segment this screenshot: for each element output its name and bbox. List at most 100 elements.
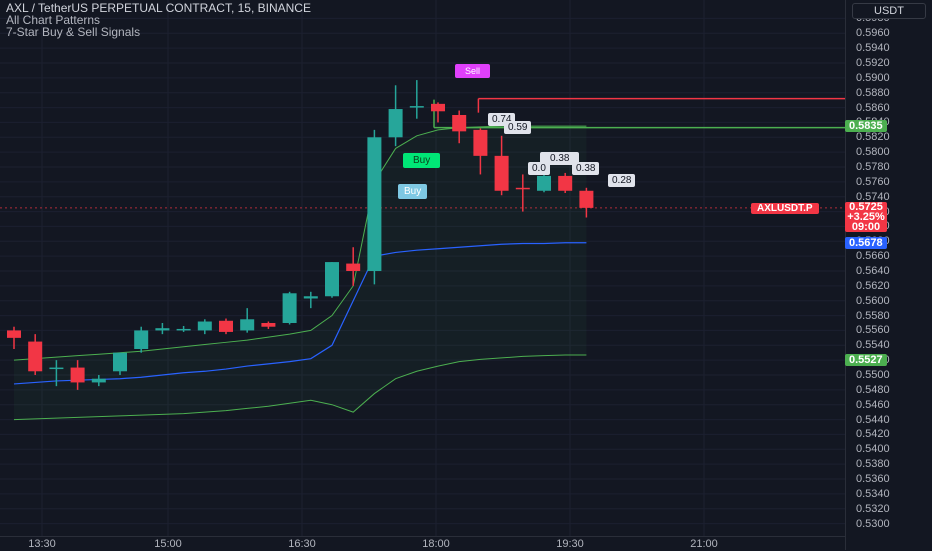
candle [155,323,170,335]
price-tick-label: 0.5400 [856,443,890,456]
candle [325,262,339,298]
candle-body [452,115,467,132]
time-tick-label: 21:00 [690,538,718,550]
time-tick-label: 19:30 [556,538,584,550]
candle [303,291,318,309]
candle-body [473,129,488,156]
candle [91,375,106,387]
candle [409,80,424,119]
time-axis[interactable]: 13:30 15:00 16:30 18:00 19:30 21:00 [0,536,845,551]
band-fill [14,126,587,420]
candle [558,172,573,193]
candle-body [409,106,424,108]
buy-signal-tag-2[interactable]: Buy [398,184,428,199]
candle-body [197,321,212,331]
indicator-all-chart-patterns[interactable]: All Chart Patterns [6,13,101,27]
currency-button[interactable]: USDT [852,3,926,19]
candle [7,326,21,349]
lower-band-line [13,354,587,421]
price-chart[interactable] [0,0,845,536]
band-lines [13,125,587,421]
price-tick-label: 0.5740 [856,190,890,203]
candle [261,321,276,329]
price-tick-label: 0.5440 [856,413,890,426]
candle [134,326,149,353]
lower-band-price-label: 0.5527 [845,354,887,366]
price-tick-label: 0.5500 [856,369,890,381]
candles [7,80,594,390]
price-tick-label: 0.5340 [856,487,890,500]
pattern-label-2: 0.59 [504,121,532,134]
price-tick-label: 0.5320 [856,502,890,515]
time-tick-label: 16:30 [288,538,316,550]
candle [197,319,212,335]
candle-body [579,190,594,208]
candle [28,334,43,375]
candle [346,247,361,286]
pattern-label-5: 0.38 [572,162,600,175]
mid-band-line [13,242,587,385]
indicator-7-star-signals[interactable]: 7-Star Buy & Sell Signals [6,25,141,39]
candle-body [261,323,276,327]
candle [473,128,488,175]
price-axis[interactable]: 0.59800.59600.59400.59200.59000.58800.58… [845,0,932,550]
candle-body [515,187,530,190]
price-tick-label: 0.5820 [856,131,890,144]
candle-body [155,328,170,331]
candle-body [70,367,85,383]
price-tick-label: 0.5620 [856,279,890,292]
candle [70,360,85,390]
candle-body [240,319,255,331]
candle-body [346,263,361,271]
candle [367,129,382,285]
price-change: +3.25% [847,211,885,223]
price-tick-label: 0.5600 [856,294,890,307]
price-tick-label: 0.5560 [856,324,890,337]
price-tick-label: 0.5660 [856,250,890,263]
candle-body [388,109,403,138]
price-tick-label: 0.5860 [856,101,890,114]
candle [537,174,551,193]
candle-body [28,341,43,372]
bar-countdown: 09:00 [851,221,881,233]
upper-band-price-label: 0.5835 [845,120,887,132]
candle-body [494,155,509,191]
symbol-price-label: AXLUSDT.P [751,203,819,214]
candle-body [7,330,21,338]
price-tick-label: 0.5880 [856,86,890,99]
price-tick-label: 0.5920 [856,57,890,69]
candle-body [219,320,233,332]
candle-body [91,378,106,383]
candle [388,85,403,147]
current-price-box: 0.5725 +3.25% 09:00 [845,202,887,233]
candle [49,360,64,387]
time-tick-label: 13:30 [28,538,56,550]
candle [579,187,594,218]
price-tick-label: 0.5580 [856,309,890,322]
price-tick-label: 0.5300 [856,517,890,530]
pattern-label-6: 0.28 [608,174,636,187]
candle-body [282,293,297,323]
price-tick-label: 0.5640 [856,265,890,277]
candle [113,352,127,375]
sell-signal-tag[interactable]: Sell [455,64,491,78]
symbol-title[interactable]: AXL / TetherUS PERPETUAL CONTRACT, 15, B… [6,1,311,15]
mid-band-price-label: 0.5678 [845,237,887,249]
price-tick-label: 0.5420 [856,428,890,441]
time-tick-label: 15:00 [154,538,182,550]
time-tick-label: 18:00 [422,538,450,550]
price-tick-label: 0.5780 [856,161,890,173]
candle-body [134,330,149,349]
candle-body [113,352,127,372]
pattern-label-4: 0.0 [528,162,550,175]
buy-signal-tag-1[interactable]: Buy [403,153,441,168]
price-tick-label: 0.5900 [856,71,890,84]
price-tick-label: 0.5940 [856,42,890,55]
candle-body [303,296,318,299]
price-tick-label: 0.5360 [856,473,890,485]
price-tick-label: 0.5460 [856,398,890,411]
upper-band-line [13,125,587,361]
price-tick-label: 0.5760 [856,175,890,188]
candle-body [49,367,64,370]
candle [494,135,509,196]
